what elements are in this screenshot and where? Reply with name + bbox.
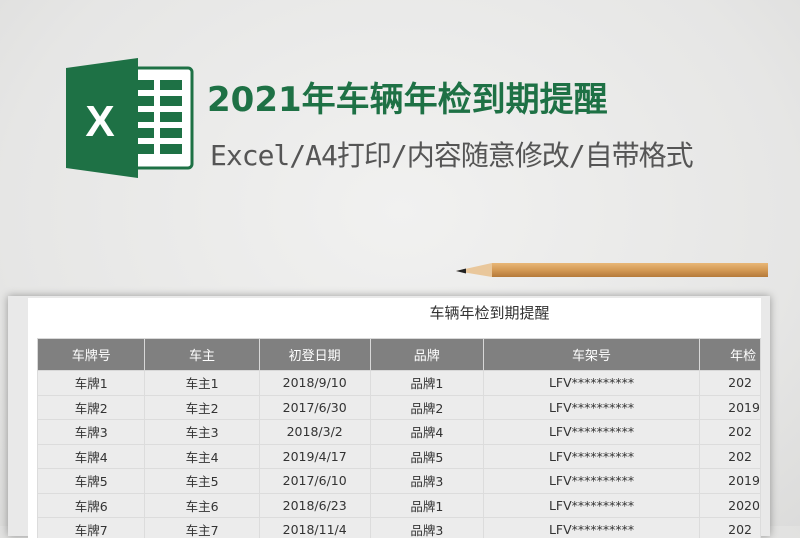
- sheet-title: 车辆年检到期提醒: [28, 302, 761, 323]
- header-plate: 车牌号: [38, 339, 145, 371]
- cell-register-date: 2018/11/4: [259, 518, 370, 538]
- cell-vin: LFV**********: [483, 444, 699, 469]
- cell-brand: 品牌4: [370, 420, 483, 445]
- cell-owner: 车主1: [145, 371, 259, 396]
- cell-brand: 品牌1: [370, 371, 483, 396]
- cell-register-date: 2018/9/10: [259, 371, 370, 396]
- cell-plate: 车牌1: [38, 371, 145, 396]
- table-header-row: 车牌号 车主 初登日期 品牌 车架号 年检: [38, 339, 761, 371]
- cell-plate: 车牌7: [38, 518, 145, 538]
- cell-inspection: 2019: [700, 469, 761, 494]
- cell-owner: 车主3: [145, 420, 259, 445]
- cell-vin: LFV**********: [483, 395, 699, 420]
- cell-owner: 车主4: [145, 444, 259, 469]
- cell-register-date: 2017/6/10: [259, 469, 370, 494]
- header-inspection: 年检: [700, 339, 761, 371]
- cell-owner: 车主7: [145, 518, 259, 538]
- svg-text:X: X: [85, 97, 114, 146]
- pencil-icon: [456, 262, 768, 278]
- cell-brand: 品牌1: [370, 493, 483, 518]
- cell-register-date: 2018/6/23: [259, 493, 370, 518]
- cell-plate: 车牌6: [38, 493, 145, 518]
- banner-title: 2021年车辆年检到期提醒: [207, 72, 608, 121]
- cell-plate: 车牌5: [38, 469, 145, 494]
- banner-subtitle: Excel/A4打印/内容随意修改/自带格式: [210, 134, 693, 174]
- cell-brand: 品牌3: [370, 469, 483, 494]
- header-brand: 品牌: [370, 339, 483, 371]
- header-owner: 车主: [145, 339, 259, 371]
- cell-owner: 车主5: [145, 469, 259, 494]
- cell-plate: 车牌4: [38, 444, 145, 469]
- cell-register-date: 2018/3/2: [259, 420, 370, 445]
- header-vin: 车架号: [483, 339, 699, 371]
- cell-register-date: 2017/6/30: [259, 395, 370, 420]
- cell-vin: LFV**********: [483, 420, 699, 445]
- cell-inspection: 202: [700, 420, 761, 445]
- header-register-date: 初登日期: [259, 339, 370, 371]
- cell-inspection: 2020: [700, 493, 761, 518]
- cell-vin: LFV**********: [483, 518, 699, 538]
- cell-brand: 品牌2: [370, 395, 483, 420]
- cell-vin: LFV**********: [483, 493, 699, 518]
- cell-plate: 车牌3: [38, 420, 145, 445]
- cell-vin: LFV**********: [483, 469, 699, 494]
- excel-logo-icon: X: [66, 58, 196, 178]
- cell-brand: 品牌5: [370, 444, 483, 469]
- cell-owner: 车主2: [145, 395, 259, 420]
- cell-inspection: 202: [700, 371, 761, 396]
- cell-register-date: 2019/4/17: [259, 444, 370, 469]
- cell-inspection: 2019: [700, 395, 761, 420]
- cell-vin: LFV**********: [483, 371, 699, 396]
- cell-inspection: 202: [700, 518, 761, 538]
- cell-owner: 车主6: [145, 493, 259, 518]
- cell-brand: 品牌3: [370, 518, 483, 538]
- cell-inspection: 202: [700, 444, 761, 469]
- cell-plate: 车牌2: [38, 395, 145, 420]
